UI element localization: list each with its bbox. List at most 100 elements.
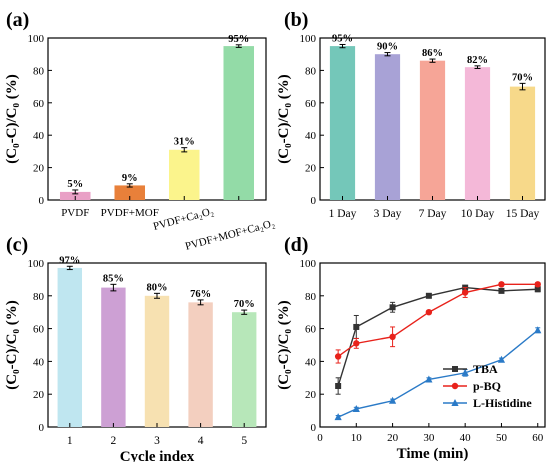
- y-axis-label: (C₀-C)/C₀ (%): [4, 74, 20, 163]
- bar-1: [329, 46, 356, 200]
- marker-circle: [451, 382, 459, 390]
- y-axis-label: (C₀-C)/C₀ (%): [276, 74, 292, 163]
- y-tick-label: 0: [311, 195, 317, 207]
- data-label: 90%: [377, 42, 398, 53]
- y-tick-label: 80: [33, 65, 45, 77]
- axes-frame: [47, 37, 267, 201]
- marker-circle: [389, 333, 396, 340]
- bar-4: [188, 302, 213, 427]
- x-tick-label: PVDF+Ca₂O₂: [152, 205, 215, 233]
- bar-4: [223, 46, 255, 200]
- data-label: 95%: [332, 33, 353, 44]
- bar-3: [168, 149, 200, 200]
- y-tick-label: 0: [39, 195, 45, 207]
- y-tick-label: 80: [33, 291, 45, 303]
- y-tick-label: 40: [33, 356, 45, 368]
- x-tick-label: PVDF+MOF+Ca₂O₂: [184, 217, 276, 252]
- y-tick-label: 0: [311, 422, 317, 434]
- series-p-BQ: [334, 281, 541, 364]
- data-label: 31%: [174, 137, 195, 148]
- y-tick-label: 100: [28, 258, 45, 270]
- x-tick-label: 20: [387, 432, 399, 444]
- x-tick-label: 0: [317, 432, 323, 444]
- x-tick-label: 15 Day: [506, 208, 540, 220]
- x-tick-label: 10: [351, 432, 363, 444]
- bar-2: [374, 54, 401, 201]
- y-tick-label: 60: [33, 98, 45, 110]
- x-tick-label: PVDF+MOF: [101, 207, 159, 219]
- x-tick-label: 60: [532, 432, 544, 444]
- y-tick-label: 20: [33, 389, 45, 401]
- legend-label: TBA: [473, 362, 498, 376]
- y-tick-label: 20: [33, 163, 45, 175]
- y-tick-label: 40: [305, 356, 317, 368]
- series-line: [337, 286, 538, 387]
- x-tick-label: 3: [154, 435, 160, 447]
- legend: TBA p-BQ L-Histidine: [443, 362, 532, 410]
- axes-frame: [319, 262, 546, 428]
- bar-2: [101, 287, 126, 427]
- x-axis-label: Cycle index: [120, 449, 195, 462]
- x-tick-label: 3 Day: [374, 208, 402, 220]
- data-label: 97%: [59, 255, 80, 266]
- marker-triangle: [461, 368, 469, 376]
- y-tick-label: 40: [305, 130, 317, 142]
- marker-triangle: [425, 375, 433, 383]
- panel-label: (d): [284, 234, 308, 256]
- marker-square: [452, 366, 458, 372]
- panel-3: (c) 0 20 40 60 80 100 (C₀-C)/C₀ (%) 97% 85% 80% 76%…: [4, 234, 267, 462]
- y-tick-label: 100: [28, 33, 45, 45]
- x-tick-label: 7 Day: [419, 208, 447, 220]
- marker-circle: [498, 281, 505, 288]
- data-label: 86%: [422, 48, 443, 59]
- y-tick-label: 40: [33, 130, 45, 142]
- data-label: 85%: [103, 273, 124, 284]
- bar-3: [144, 295, 170, 427]
- marker-circle: [461, 289, 469, 296]
- data-label: 70%: [512, 72, 533, 83]
- x-tick-label: 30: [423, 432, 435, 444]
- marker-square: [534, 286, 541, 293]
- marker-square: [353, 323, 360, 330]
- data-label: 5%: [67, 179, 83, 190]
- marker-circle: [334, 353, 342, 360]
- y-tick-label: 80: [305, 291, 317, 303]
- x-tick-label: 1 Day: [329, 208, 357, 220]
- bar-1: [59, 191, 91, 200]
- marker-triangle: [334, 413, 342, 421]
- y-tick-label: 20: [305, 389, 317, 401]
- data-label: 95%: [228, 34, 249, 45]
- data-label: 70%: [234, 299, 255, 310]
- panel-1: (a) 0 20 40 60 80 100 (C₀-C)/C₀ (%) 5% 9% 31% 95% PV…: [4, 9, 276, 253]
- marker-circle: [425, 309, 433, 316]
- marker-triangle: [352, 404, 360, 412]
- bar-2: [114, 185, 146, 200]
- marker-square: [335, 383, 342, 389]
- bar-1: [57, 267, 83, 427]
- marker-square: [425, 292, 432, 299]
- y-axis-label: (C₀-C)/C₀ (%): [276, 300, 292, 389]
- data-label: 80%: [147, 282, 168, 293]
- marker-triangle: [451, 399, 459, 406]
- marker-circle: [353, 340, 360, 347]
- y-tick-label: 60: [33, 324, 45, 336]
- y-axis-label: (C₀-C)/C₀ (%): [4, 300, 20, 389]
- x-tick-label: 5: [241, 435, 247, 447]
- bar-5: [509, 86, 536, 200]
- x-tick-label: 10 Day: [461, 208, 495, 220]
- y-tick-label: 20: [305, 163, 317, 175]
- y-tick-label: 60: [305, 98, 317, 110]
- x-tick-label: 40: [460, 432, 472, 444]
- x-tick-label: 1: [67, 435, 73, 447]
- marker-circle: [534, 281, 541, 288]
- x-axis-label: Time (min): [397, 446, 469, 462]
- panel-label: (c): [6, 234, 28, 256]
- data-label: 76%: [190, 289, 211, 300]
- x-tick-label: PVDF: [61, 207, 89, 219]
- y-tick-label: 0: [39, 422, 45, 434]
- x-tick-label: 4: [198, 435, 204, 447]
- y-tick-label: 80: [305, 65, 317, 77]
- bar-4: [464, 67, 491, 200]
- panel-label: (b): [284, 9, 308, 31]
